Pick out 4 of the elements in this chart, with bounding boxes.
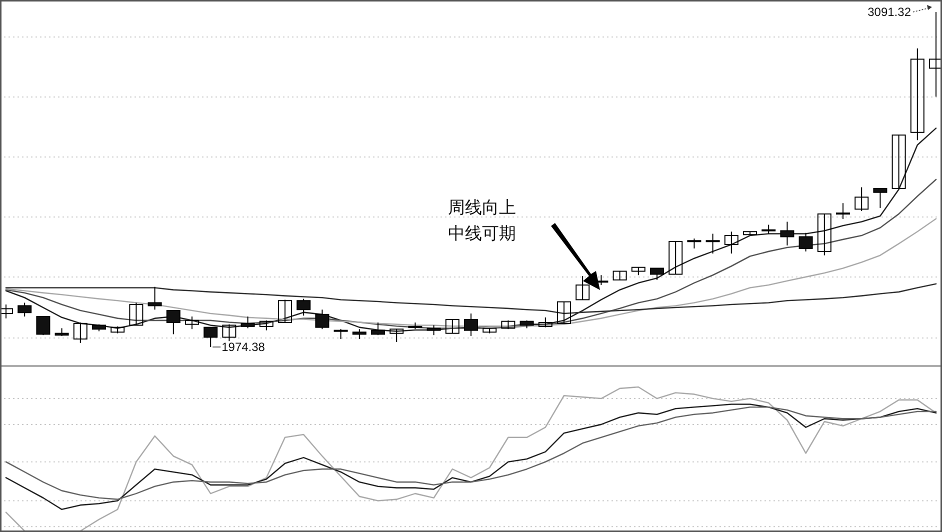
annotation: 中线可期	[448, 224, 516, 243]
annotation: 3091.32	[868, 5, 912, 19]
annotation: 1974.38	[222, 340, 266, 354]
annotation: 周线向上	[448, 198, 516, 217]
